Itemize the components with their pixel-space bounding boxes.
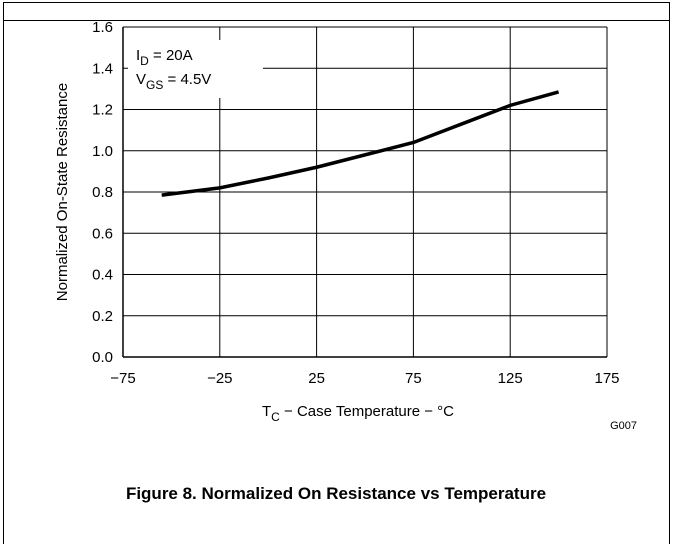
x-axis-label-part: − Case Temperature − °C xyxy=(280,403,454,420)
y-tick-label: 1.6 xyxy=(92,19,113,36)
y-axis-label: Normalized On-State Resistance xyxy=(54,83,71,301)
x-axis-label-part: C xyxy=(271,410,280,424)
x-tick-label: 125 xyxy=(498,370,523,387)
x-axis-label-part: T xyxy=(262,403,271,420)
annotation-part: GS xyxy=(146,78,163,92)
annotation-bg xyxy=(128,40,263,98)
annotation-part: V xyxy=(136,71,146,88)
annotation-part: = 20A xyxy=(149,47,193,64)
y-tick-label: 1.0 xyxy=(92,143,113,160)
y-tick-label: 0.4 xyxy=(92,267,113,284)
y-tick-label: 0.2 xyxy=(92,308,113,325)
annotation-part: D xyxy=(140,54,149,68)
annotation-part: I xyxy=(136,47,140,64)
x-tick-label: 75 xyxy=(405,370,422,387)
annotation: ID = 20A xyxy=(136,47,193,68)
x-tick-label: −75 xyxy=(110,370,135,387)
y-tick-label: 1.2 xyxy=(92,102,113,119)
caption: Figure 8. Normalized On Resistance vs Te… xyxy=(126,484,546,503)
y-tick-label: 0.6 xyxy=(92,225,113,242)
figure-code: G007 xyxy=(610,420,637,432)
data-line xyxy=(161,90,560,197)
y-tick-label: 0.8 xyxy=(92,184,113,201)
annotation-part: = 4.5V xyxy=(163,71,211,88)
x-tick-label: 25 xyxy=(308,370,325,387)
x-axis-label: TC − Case Temperature − °C xyxy=(262,403,454,424)
annotation: VGS = 4.5V xyxy=(136,71,211,92)
x-tick-label: 175 xyxy=(594,370,619,387)
y-tick-label: 1.4 xyxy=(92,60,113,77)
frame xyxy=(3,20,670,544)
y-tick-label: 0.0 xyxy=(92,349,113,366)
x-tick-label: −25 xyxy=(207,370,232,387)
top-frame xyxy=(3,2,670,21)
